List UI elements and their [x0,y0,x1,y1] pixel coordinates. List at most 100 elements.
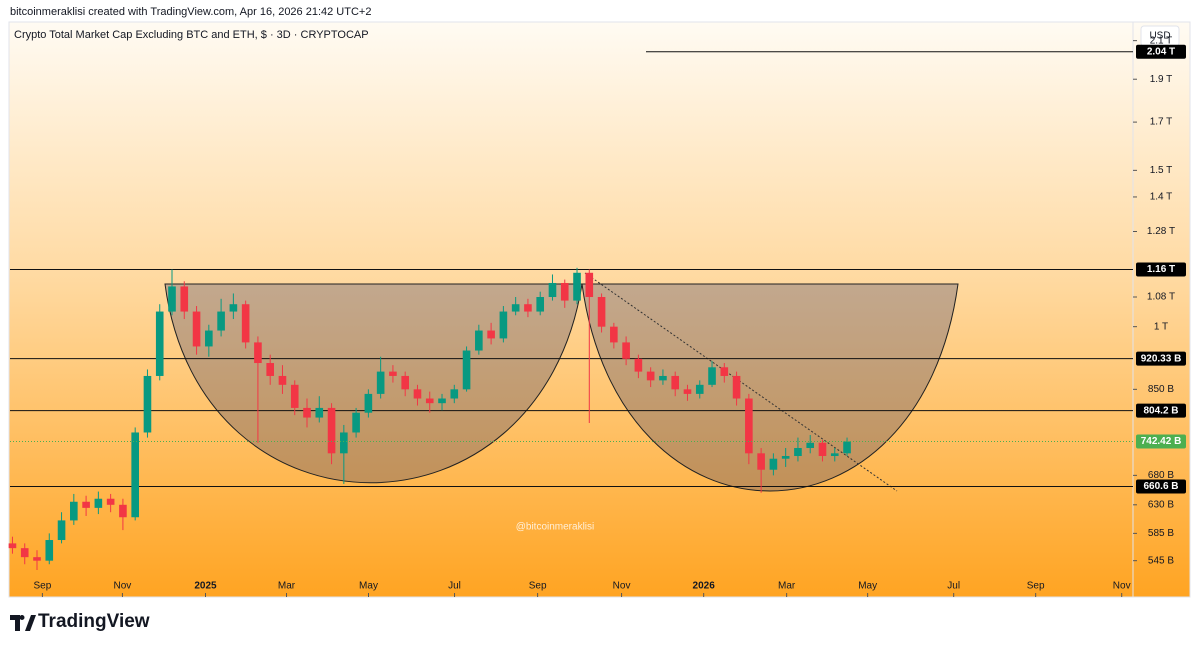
level-tag [1136,262,1186,277]
x-tick-label: Jul [448,581,461,592]
x-tick-label: Nov [613,581,631,592]
candle-body [818,442,827,457]
candle-body [757,453,765,470]
candle-body [131,432,139,518]
candle-body [94,498,103,508]
candle-body [205,330,213,347]
candle-body [119,504,127,518]
x-tick-label: Jul [947,581,960,592]
candle-body [843,441,851,454]
candle-body [794,448,802,457]
candle-body [511,304,520,312]
candle-body [769,458,778,470]
x-tick-label: Mar [278,581,296,592]
candle-body [45,540,54,561]
candle-body [143,375,152,433]
y-tick-label: 680 B [1148,470,1174,481]
y-tick-label: 1 T [1154,321,1168,332]
candle-body [70,501,78,521]
candle-body [278,375,287,385]
candle-body [560,282,569,301]
cup-right [581,283,959,492]
candle-body [732,375,741,399]
y-tick-label: 585 B [1148,528,1174,539]
y-tick-label: 2.1 T [1150,35,1173,46]
candle-body [401,375,410,390]
last-price-tag [1136,434,1186,449]
x-tick-label: Nov [1113,581,1131,592]
last-price-label: 742.42 B [1141,436,1182,447]
level-label: 660.6 B [1143,481,1178,492]
candle-body [254,342,262,364]
x-tick-label: 2025 [194,581,217,592]
x-tick-label: Nov [114,581,132,592]
level-label: 2.04 T [1147,46,1175,57]
candle-body [57,520,66,541]
trend-line [584,272,898,492]
y-tick-label: 1.4 T [1150,192,1173,203]
candle-body [376,371,385,394]
candle-body [462,350,471,390]
candle-body [82,501,90,508]
candle-body [646,371,655,381]
y-tick-label: 1.7 T [1150,117,1173,128]
x-tick-label: Sep [34,581,52,592]
x-tick-label: Sep [529,581,547,592]
level-tag [1136,403,1186,418]
candle-body [389,371,397,376]
candle-body [610,326,618,343]
x-tick-label: May [858,581,877,592]
candle-body [781,456,790,459]
candle-body [745,398,753,454]
y-tick-label: 850 B [1148,384,1174,395]
y-tick-label: 1.28 T [1147,226,1175,237]
candle-body [634,358,643,372]
candle-body [499,311,508,339]
candle-body [327,407,336,454]
y-tick-label: 630 B [1148,499,1174,510]
candle-body [364,393,373,413]
watermark: @bitcoinmeraklisi [516,522,595,533]
candle-body [217,311,225,331]
x-tick-label: Sep [1027,581,1045,592]
x-tick-label: May [359,581,378,592]
candle-body [303,407,311,418]
candle-body [622,342,630,359]
candle-body [20,548,29,558]
candle-body [597,297,606,327]
y-tick-label: 545 B [1148,555,1174,566]
candle-body [475,330,483,351]
candle-body [573,272,581,301]
candle-body [585,272,594,298]
candle-body [671,375,680,390]
level-tag [1136,44,1186,59]
candle-body [524,304,532,312]
level-label: 804.2 B [1143,405,1178,416]
y-tick-label: 1.5 T [1150,165,1173,176]
chart-title: Crypto Total Market Cap Excluding BTC an… [14,29,369,41]
candle-body [830,453,839,457]
candle-body [450,389,459,399]
candle-body [33,557,41,561]
candle-body [659,375,667,381]
level-label: 920.33 B [1141,353,1182,364]
candle-body [266,363,274,376]
candle-body [106,498,115,505]
level-tag [1136,351,1186,366]
x-tick-label: Mar [778,581,796,592]
candle-body [180,286,189,312]
candle-body [229,304,238,312]
candle-body [487,330,495,339]
brand: TradingView [38,611,150,632]
candle-body [290,384,299,408]
currency[interactable]: USD [1149,31,1170,42]
candle-body [8,543,17,549]
candle-body [806,442,815,449]
header: bitcoinmeraklisi created with TradingVie… [10,6,371,18]
candle-body [352,412,360,433]
candle-body [315,407,324,418]
candle-body [695,384,704,394]
brand-logo [10,615,36,631]
candle-body [340,432,348,454]
